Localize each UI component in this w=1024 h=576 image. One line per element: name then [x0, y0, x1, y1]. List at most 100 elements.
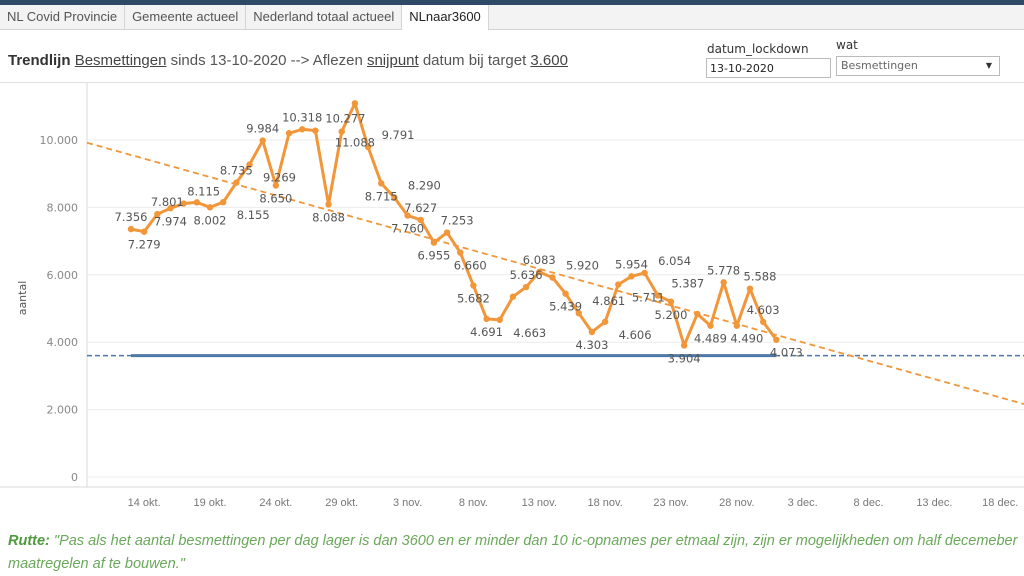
data-point — [246, 161, 253, 168]
data-label: 9.269 — [263, 171, 296, 185]
data-label: 9.984 — [246, 122, 279, 136]
data-point — [601, 318, 609, 325]
data-label: 11.088 — [335, 135, 375, 149]
data-point — [430, 239, 438, 246]
wat-selected-value: Besmettingen — [841, 59, 918, 72]
data-point — [338, 128, 345, 135]
data-point — [615, 281, 622, 288]
data-label: 7.974 — [154, 214, 187, 228]
data-point — [391, 194, 398, 201]
data-label: 5.588 — [744, 270, 777, 284]
y-axis-title: aantal — [16, 281, 29, 316]
tab-nlnaar3600[interactable]: NLnaar3600 — [402, 5, 489, 30]
x-tick-label: 3 nov. — [393, 497, 422, 509]
data-label: 6.054 — [658, 254, 691, 268]
data-point — [272, 182, 280, 189]
divider — [0, 82, 1024, 83]
y-tick-label: 8.000 — [47, 201, 79, 214]
data-label: 6.660 — [454, 259, 487, 273]
data-point — [206, 204, 214, 211]
data-label: 4.663 — [513, 326, 546, 340]
data-label: 8.715 — [365, 189, 398, 203]
data-label: 8.115 — [187, 185, 220, 199]
x-tick-label: 24 okt. — [259, 497, 292, 509]
title-snijpunt: snijpunt — [366, 52, 419, 69]
data-point — [628, 273, 635, 280]
y-tick-label: 6.000 — [47, 269, 79, 282]
data-label: 8.650 — [259, 191, 292, 205]
data-label: 10.277 — [325, 112, 365, 126]
data-label: 3.904 — [668, 351, 701, 365]
top-bar — [0, 0, 1024, 5]
data-point — [733, 322, 741, 329]
data-point — [299, 126, 306, 133]
tab-bar: NL Covid Provincie Gemeente actueel Nede… — [0, 5, 1024, 30]
data-point — [325, 201, 332, 208]
y-tick-label: 4.000 — [47, 336, 79, 349]
tab-gemeente-actueel[interactable]: Gemeente actueel — [125, 5, 247, 29]
data-label: 8.155 — [237, 208, 270, 222]
data-point — [470, 282, 477, 289]
x-tick-label: 28 nov. — [719, 497, 754, 509]
data-point — [193, 199, 201, 206]
page-title: Trendlijn Besmettingen sinds 13-10-2020 … — [8, 52, 568, 69]
data-label: 5.682 — [457, 292, 490, 306]
data-point — [351, 100, 359, 107]
data-label: 8.735 — [220, 164, 253, 178]
data-label: 8.088 — [312, 210, 345, 224]
x-tick-label: 18 dec. — [982, 497, 1018, 509]
data-point — [457, 249, 464, 256]
data-label: 6.955 — [417, 249, 450, 263]
data-label: 5.387 — [671, 276, 704, 290]
data-label: 5.200 — [655, 308, 688, 322]
rutte-quote: Rutte: "Pas als het aantal besmettingen … — [8, 530, 1018, 576]
wat-label: wat — [836, 38, 858, 52]
data-point — [720, 279, 727, 286]
data-point — [378, 180, 385, 187]
data-label: 4.606 — [619, 328, 652, 342]
data-label: 5.778 — [707, 263, 740, 277]
tab-nl-covid-provincie[interactable]: NL Covid Provincie — [0, 5, 126, 29]
data-point — [140, 228, 148, 235]
data-point — [127, 225, 135, 233]
wat-select[interactable]: Besmettingen ▼ — [836, 56, 1000, 76]
data-label: 8.002 — [194, 213, 227, 227]
data-point — [641, 269, 648, 277]
data-point — [219, 198, 227, 206]
data-label: 7.356 — [115, 210, 148, 224]
x-tick-label: 19 okt. — [194, 497, 227, 509]
data-point — [443, 229, 451, 236]
y-tick-label: 2.000 — [47, 404, 79, 417]
data-label: 5.920 — [566, 258, 599, 272]
data-label: 5.954 — [615, 257, 648, 271]
x-tick-label: 14 okt. — [128, 497, 161, 509]
data-point — [575, 309, 582, 317]
x-tick-label: 13 dec. — [916, 497, 952, 509]
data-label: 4.303 — [575, 338, 608, 352]
data-label: 7.279 — [128, 238, 161, 252]
data-label: 5.636 — [510, 268, 543, 282]
x-tick-label: 8 nov. — [459, 497, 488, 509]
data-point — [233, 179, 240, 186]
data-point — [667, 298, 675, 305]
data-point — [773, 336, 780, 343]
data-label: 8.290 — [408, 179, 441, 193]
data-point — [509, 293, 517, 300]
data-label: 6.083 — [523, 253, 556, 267]
x-tick-label: 3 dec. — [788, 497, 818, 509]
data-point — [536, 268, 543, 276]
data-point — [404, 212, 411, 219]
data-label: 4.073 — [770, 346, 803, 360]
data-point — [522, 283, 530, 291]
data-label: 5.439 — [549, 300, 582, 314]
data-point — [154, 210, 161, 218]
title-measure: Besmettingen — [74, 52, 167, 69]
data-point — [707, 322, 714, 329]
datum-lockdown-input[interactable]: 13-10-2020 — [706, 58, 831, 78]
data-point — [549, 274, 556, 281]
data-point — [167, 205, 174, 212]
data-label: 5.711 — [632, 291, 665, 305]
tab-nederland-totaal-actueel[interactable]: Nederland totaal actueel — [246, 5, 403, 29]
data-point — [746, 285, 754, 292]
y-tick-label: 10.000 — [40, 134, 79, 147]
